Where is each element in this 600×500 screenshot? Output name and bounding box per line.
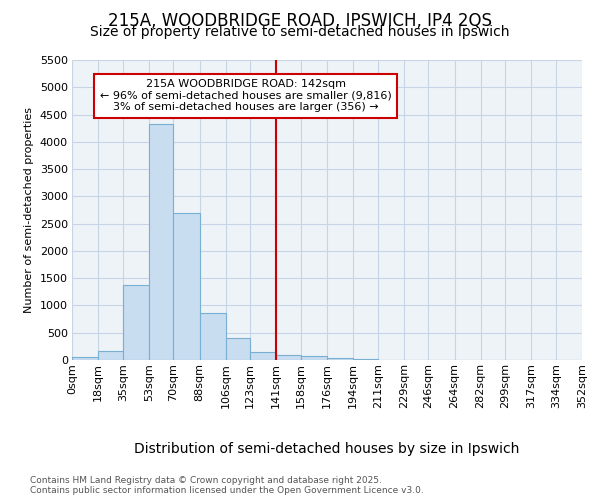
Text: Contains HM Land Registry data © Crown copyright and database right 2025.
Contai: Contains HM Land Registry data © Crown c… xyxy=(30,476,424,495)
Text: Distribution of semi-detached houses by size in Ipswich: Distribution of semi-detached houses by … xyxy=(134,442,520,456)
Bar xyxy=(226,338,250,360)
Bar xyxy=(199,312,226,360)
Bar xyxy=(301,356,327,360)
Bar xyxy=(72,358,98,360)
Bar xyxy=(250,352,276,360)
Bar xyxy=(173,212,200,360)
Text: 215A WOODBRIDGE ROAD: 142sqm
← 96% of semi-detached houses are smaller (9,816)
3: 215A WOODBRIDGE ROAD: 142sqm ← 96% of se… xyxy=(100,79,392,112)
Bar xyxy=(276,354,301,360)
Text: Size of property relative to semi-detached houses in Ipswich: Size of property relative to semi-detach… xyxy=(90,25,510,39)
Bar xyxy=(149,124,173,360)
Bar xyxy=(327,358,353,360)
Bar xyxy=(98,352,123,360)
Text: 215A, WOODBRIDGE ROAD, IPSWICH, IP4 2QS: 215A, WOODBRIDGE ROAD, IPSWICH, IP4 2QS xyxy=(108,12,492,30)
Bar xyxy=(123,284,149,360)
Y-axis label: Number of semi-detached properties: Number of semi-detached properties xyxy=(24,107,34,313)
